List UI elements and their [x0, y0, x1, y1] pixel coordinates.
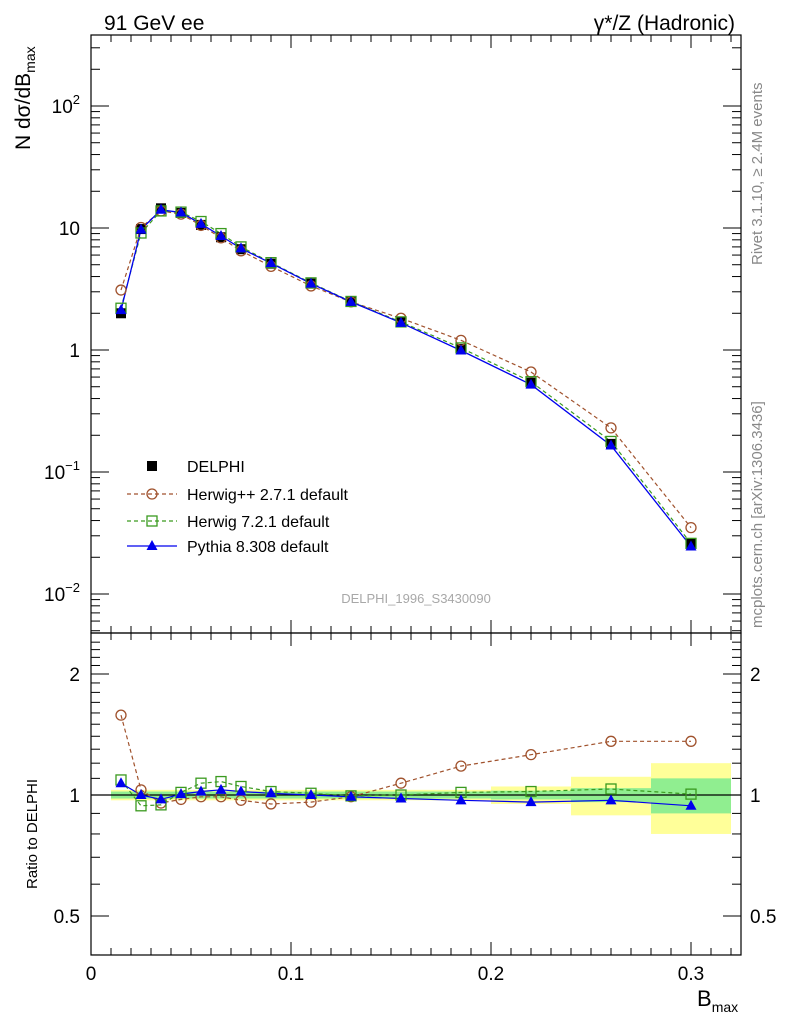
ratio-y-tick-label-right: 2 — [750, 665, 761, 686]
mc-point — [215, 229, 227, 240]
ratio-point — [455, 794, 467, 805]
ratio-point — [135, 789, 147, 799]
ratio-point — [525, 749, 537, 761]
legend-label: Herwig++ 2.7.1 default — [187, 487, 349, 504]
mc-point — [345, 295, 357, 306]
ratio-frame — [90, 632, 742, 956]
svg-text:N dσ/dBmax: N dσ/dBmax — [12, 46, 38, 150]
legend-marker — [147, 461, 157, 471]
ratio-y-tick-label-right: 0.5 — [750, 907, 776, 928]
y-tick-label: 10−2 — [44, 580, 80, 606]
ratio-y-tick-label-right: 1 — [750, 786, 761, 807]
legend-label: Pythia 8.308 default — [187, 539, 329, 556]
ratio-point — [265, 787, 277, 798]
ratio-point — [215, 783, 227, 794]
x-tick-label: 0.3 — [678, 964, 704, 985]
mc-point — [395, 316, 407, 327]
y-tick-label: 10 — [59, 219, 80, 240]
ratio-point — [345, 790, 357, 801]
header-right: γ*/Z (Hadronic) — [594, 12, 735, 35]
x-tick-label: 0.1 — [278, 964, 304, 985]
ratio-point — [115, 777, 127, 788]
legend-label: Herwig 7.2.1 default — [187, 514, 330, 531]
mc-point — [305, 277, 317, 288]
ratio-point — [605, 735, 617, 747]
y-tick-label: 10−1 — [44, 458, 80, 484]
y-tick-label: 1 — [69, 341, 80, 362]
mc-point — [175, 206, 187, 217]
ratio-point — [265, 798, 277, 810]
mc-point — [115, 284, 127, 296]
main-plot — [115, 203, 697, 551]
ratio-point — [685, 735, 697, 747]
mc-point — [265, 257, 277, 268]
legend-marker — [146, 540, 158, 550]
mc-point — [605, 422, 617, 434]
ratio-point — [525, 796, 537, 807]
main-ylabel: N dσ/dBmax — [12, 46, 38, 150]
legend-marker — [146, 515, 158, 527]
svg-text:Bmax: Bmax — [697, 986, 738, 1015]
ratio-point — [305, 789, 317, 799]
mc-point — [155, 203, 167, 214]
watermark: DELPHI_1996_S3430090 — [341, 591, 491, 606]
mc-point — [685, 540, 697, 551]
mc-point — [455, 344, 467, 355]
ratio-point — [395, 792, 407, 803]
ratio-point — [685, 788, 697, 800]
mcplots-label: mcplots.cern.ch [arXiv:1306.3436] — [749, 401, 766, 628]
rivet-label: Rivet 3.1.10, ≥ 2.4M events — [749, 83, 766, 266]
mc-point — [685, 521, 697, 534]
mc-point — [195, 217, 207, 228]
x-tick-label: 0 — [86, 964, 97, 985]
ratio-y-tick-label: 1 — [69, 786, 80, 807]
mc-point — [605, 439, 617, 450]
ratio-point — [395, 777, 407, 789]
ratio-ylabel: Ratio to DELPHI — [24, 779, 41, 889]
ratio-point — [605, 783, 617, 795]
ratio-point — [455, 760, 467, 772]
mc-point — [235, 242, 247, 253]
ratio-y-tick-label: 0.5 — [54, 907, 80, 928]
y-tick-label: 102 — [52, 92, 80, 118]
legend-marker — [146, 488, 158, 500]
mc-point — [115, 304, 127, 315]
legend: DELPHI Herwig++ 2.7.1 default Herwig 7.2.1… — [127, 459, 349, 556]
ratio-point — [605, 794, 617, 805]
mc-point — [525, 378, 537, 389]
axes: 0 0.1 0.2 0.3 10−2 10−1 1 10 102 0.5 0.5 1 1 2 2 — [44, 34, 776, 985]
main-series-line — [120, 210, 692, 528]
mc-point — [135, 223, 147, 234]
ratio-point — [115, 709, 127, 721]
ratio-y-tick-label: 2 — [69, 665, 80, 686]
header-left: 91 GeV ee — [104, 12, 204, 35]
ratio-series-line — [120, 714, 691, 805]
xlabel: Bmax — [697, 986, 738, 1015]
ratio-plot — [91, 709, 741, 812]
legend-label: DELPHI — [187, 459, 245, 476]
ratio-point — [175, 788, 187, 799]
ratio-point — [685, 799, 697, 810]
ratio-point — [235, 785, 247, 796]
ratio-point — [135, 800, 147, 812]
x-tick-label: 0.2 — [478, 964, 504, 985]
ratio-point — [155, 793, 167, 804]
ratio-point — [195, 785, 207, 796]
